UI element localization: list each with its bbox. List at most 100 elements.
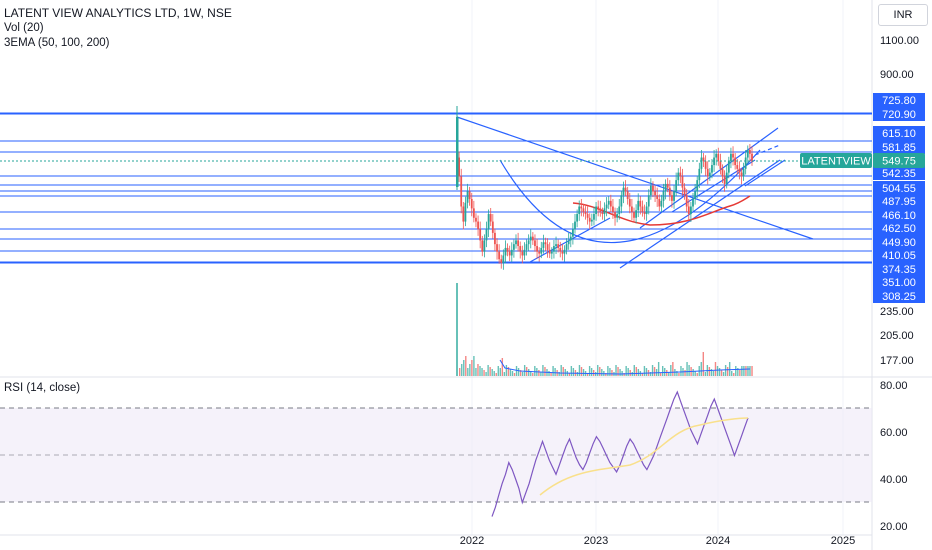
- ema-legend[interactable]: 3EMA (50, 100, 200): [4, 37, 110, 49]
- volume-bar: [513, 373, 516, 376]
- volume-bar: [668, 372, 670, 376]
- volume-bar: [692, 369, 694, 376]
- volume-bar: [456, 283, 458, 376]
- rsi-legend[interactable]: RSI (14, close): [4, 382, 81, 394]
- trend-lines[interactable]: [456, 116, 814, 269]
- volume-bar: [521, 372, 524, 376]
- rsi-line: [491, 390, 749, 517]
- volume-bar: [544, 367, 546, 376]
- volume-bar: [716, 366, 719, 376]
- cup-arc: [499, 149, 761, 244]
- chart-title[interactable]: LATENT VIEW ANALYTICS LTD, 1W, NSE: [4, 6, 232, 20]
- volume-bar: [578, 365, 581, 376]
- candle-body: [485, 229, 488, 241]
- level-tag-label: 308.25: [882, 291, 916, 303]
- volume-bar: [696, 373, 698, 376]
- volume-bar: [680, 366, 682, 376]
- candle-body: [645, 206, 648, 215]
- volume-bar: [733, 373, 735, 376]
- volume-bar: [722, 372, 725, 376]
- price-axis-label: 900.00: [880, 69, 914, 81]
- volume-bar: [534, 366, 536, 376]
- volume-bar: [747, 366, 749, 376]
- volume-bar: [481, 368, 483, 376]
- candle-body: [597, 206, 600, 209]
- volume-bar: [560, 365, 562, 376]
- volume-bar: [700, 362, 702, 376]
- candle-body: [553, 246, 555, 252]
- candle-body: [706, 168, 709, 177]
- candle-body: [483, 240, 486, 252]
- candle-body: [612, 206, 614, 213]
- candle-body: [574, 221, 576, 230]
- candle-body: [614, 212, 616, 218]
- volume-bar: [718, 368, 721, 376]
- volume-bar: [627, 368, 629, 376]
- candlesticks[interactable]: [456, 106, 753, 270]
- level-tag-label: 720.90: [882, 109, 916, 121]
- volume-bar: [635, 367, 638, 376]
- volume-bar: [530, 371, 532, 376]
- price-axis-label: 205.00: [880, 330, 914, 342]
- volume-bar: [688, 365, 690, 376]
- candle-body: [521, 251, 524, 256]
- candle-body: [609, 200, 612, 207]
- candle-body: [603, 208, 606, 215]
- volume-bar: [459, 368, 461, 376]
- candle-body: [531, 236, 534, 241]
- candle-body: [540, 247, 543, 254]
- volume-bar: [749, 366, 751, 376]
- rsi-axis-label: 40.00: [880, 474, 908, 486]
- candle-body: [687, 206, 690, 215]
- candle-body: [639, 200, 642, 207]
- candle-body: [668, 187, 671, 196]
- volume-bar: [678, 373, 680, 376]
- volume-bar: [609, 368, 611, 376]
- volume-bar: [491, 369, 493, 376]
- candle-body: [515, 240, 517, 245]
- volume-bar: [659, 373, 662, 376]
- candle-body: [494, 232, 496, 245]
- candle-body: [658, 198, 661, 207]
- volume-bar: [552, 366, 554, 376]
- candle-body: [550, 251, 553, 254]
- volume-legend[interactable]: Vol (20): [4, 22, 44, 34]
- candle-body: [538, 251, 541, 254]
- level-tag-label: 581.85: [882, 142, 916, 154]
- volume-bar: [473, 356, 475, 376]
- candle-body: [748, 150, 751, 154]
- ema-line: [572, 195, 751, 226]
- candle-body: [708, 172, 711, 177]
- candle-body: [744, 157, 747, 169]
- volume-bar: [582, 369, 585, 376]
- volume-bar: [694, 371, 696, 376]
- candle-body: [666, 183, 669, 188]
- candle-body: [662, 191, 665, 201]
- candle-body: [544, 242, 547, 245]
- volume-bar: [463, 360, 465, 376]
- level-tag-bg: [873, 221, 925, 235]
- volume-bar: [487, 365, 489, 376]
- currency-button[interactable]: INR: [878, 4, 928, 26]
- candle-body: [732, 153, 734, 158]
- level-tag-bg: [873, 140, 925, 154]
- price-pane[interactable]: [0, 0, 872, 376]
- candle-body: [546, 244, 549, 250]
- volume-bar: [710, 369, 713, 376]
- candle-body: [584, 212, 587, 215]
- price-axis-labels: 1100.00 900.00 235.00 205.00 177.00: [880, 35, 919, 367]
- candle-body: [694, 191, 697, 199]
- volume-bar: [493, 371, 495, 376]
- candle-body: [656, 195, 659, 199]
- candle-body: [734, 157, 737, 166]
- candle-body: [679, 172, 682, 177]
- candle-body: [647, 195, 650, 207]
- rsi-axis-label: 20.00: [880, 521, 908, 533]
- candle-body: [742, 168, 745, 177]
- volume-bar: [467, 368, 469, 376]
- volume-bar: [629, 370, 631, 376]
- volume-ma-line: [499, 359, 751, 375]
- candle-body: [740, 172, 743, 177]
- rsi-axis-label: 80.00: [880, 380, 908, 392]
